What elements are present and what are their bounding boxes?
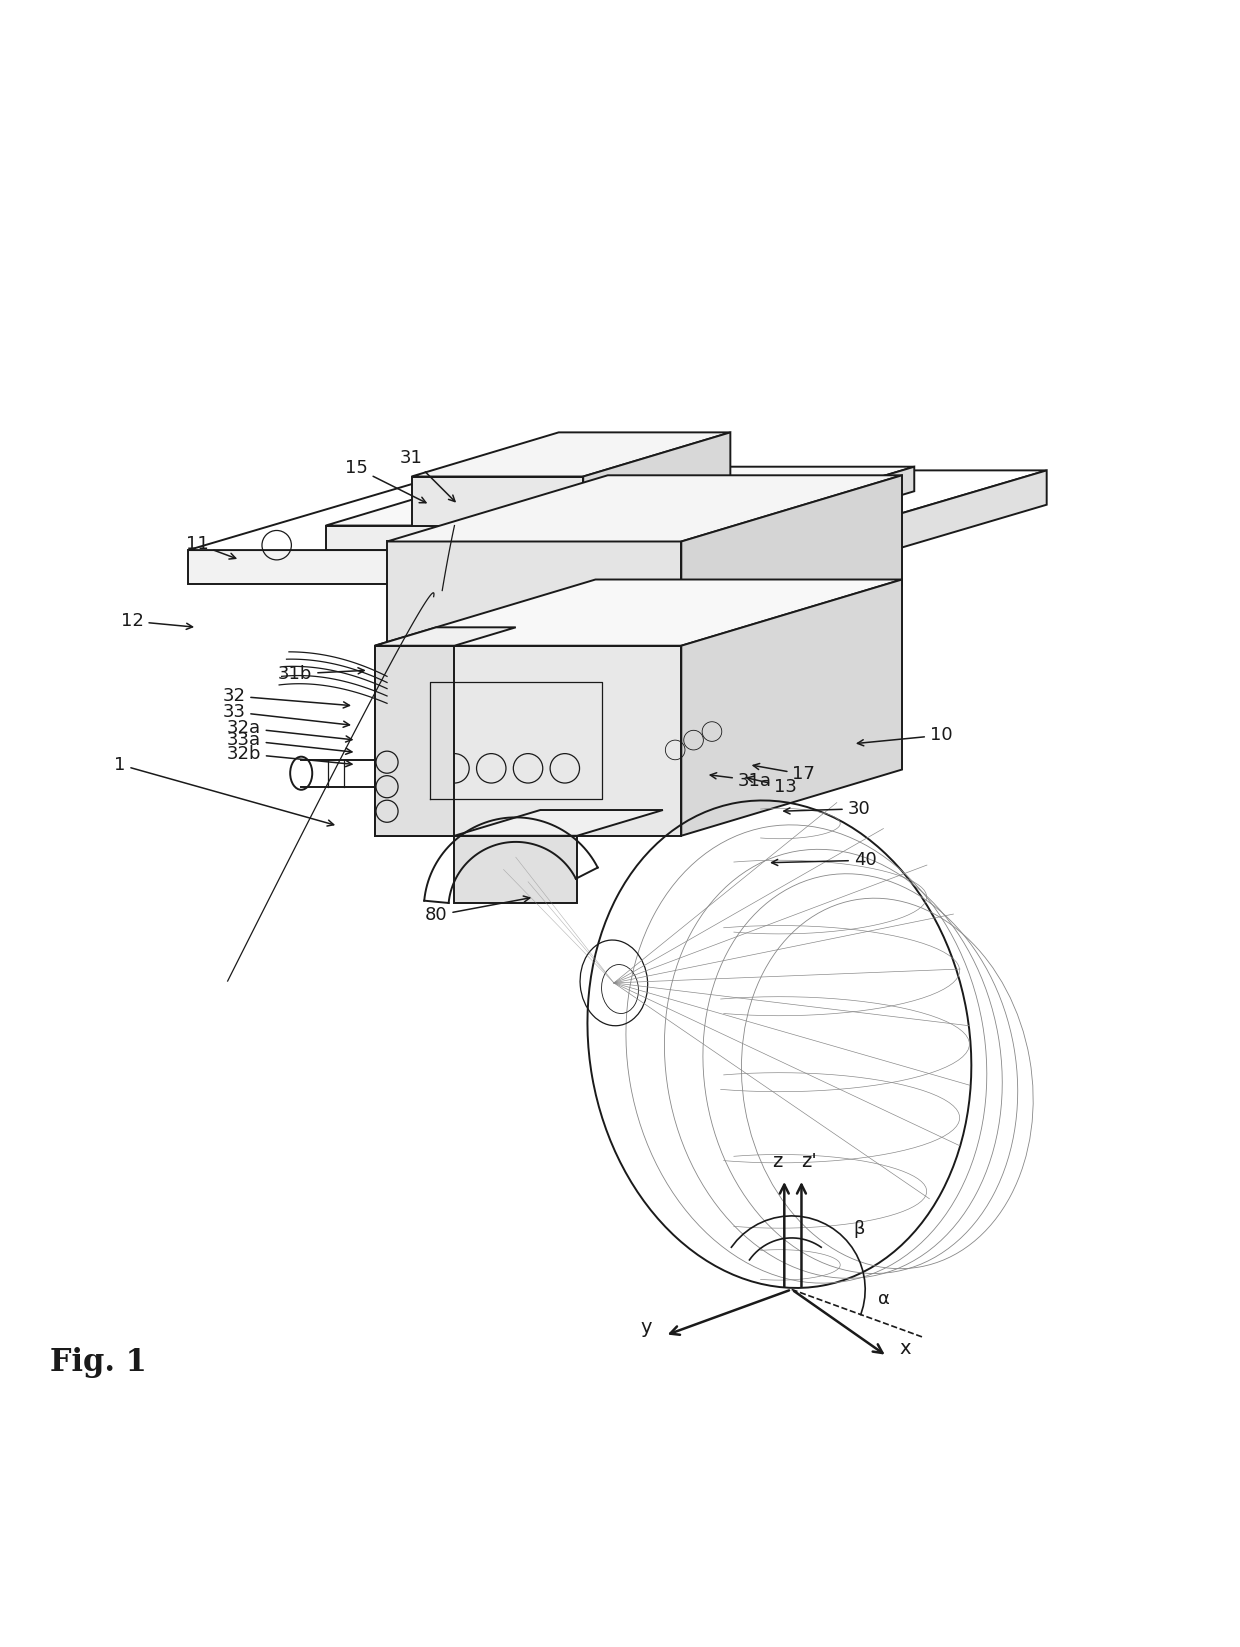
Text: 11: 11 (186, 535, 236, 558)
Polygon shape (399, 591, 866, 651)
Text: 12: 12 (120, 613, 192, 631)
Polygon shape (188, 471, 1047, 550)
Text: 32b: 32b (227, 744, 352, 766)
Polygon shape (374, 628, 516, 646)
Polygon shape (374, 646, 455, 835)
Polygon shape (583, 433, 730, 525)
Text: 15: 15 (345, 460, 427, 502)
Polygon shape (681, 476, 901, 652)
Polygon shape (412, 476, 583, 525)
Polygon shape (670, 591, 866, 721)
Polygon shape (188, 550, 777, 585)
Polygon shape (681, 580, 901, 835)
Polygon shape (651, 664, 822, 764)
Text: 32: 32 (222, 687, 350, 708)
Text: 33a: 33a (227, 731, 352, 754)
Polygon shape (418, 715, 651, 764)
Text: 33: 33 (222, 703, 350, 728)
Polygon shape (326, 525, 718, 550)
Polygon shape (455, 810, 663, 835)
Polygon shape (718, 466, 914, 550)
Polygon shape (374, 580, 901, 646)
Text: z': z' (801, 1151, 817, 1171)
Text: 32a: 32a (227, 718, 352, 743)
Text: β: β (853, 1220, 864, 1239)
Text: z: z (771, 1151, 782, 1171)
Text: 13: 13 (746, 776, 797, 796)
Text: 80: 80 (425, 896, 529, 924)
Text: 1: 1 (114, 756, 334, 827)
Polygon shape (418, 664, 822, 715)
Polygon shape (455, 835, 577, 903)
Polygon shape (326, 466, 914, 525)
Polygon shape (777, 471, 1047, 585)
Text: 10: 10 (857, 726, 952, 746)
Text: 40: 40 (771, 851, 877, 870)
Polygon shape (387, 542, 681, 652)
Text: x: x (900, 1339, 911, 1357)
Text: y: y (641, 1318, 652, 1337)
Polygon shape (412, 433, 730, 476)
Text: 31a: 31a (711, 771, 771, 789)
Polygon shape (374, 646, 681, 835)
Text: Fig. 1: Fig. 1 (50, 1347, 146, 1379)
Text: 31: 31 (401, 450, 455, 502)
Text: 30: 30 (784, 800, 870, 819)
Text: 17: 17 (753, 764, 816, 784)
Polygon shape (387, 476, 901, 542)
Text: α: α (878, 1290, 889, 1308)
Text: 31b: 31b (278, 665, 365, 684)
Polygon shape (399, 651, 670, 721)
